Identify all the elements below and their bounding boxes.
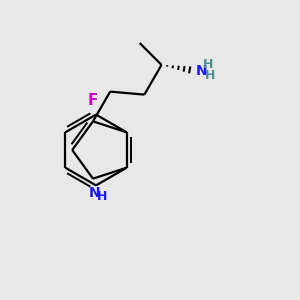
Text: H: H — [205, 69, 215, 82]
Text: F: F — [88, 93, 98, 108]
Text: N: N — [196, 64, 208, 78]
Text: H: H — [97, 190, 107, 203]
Text: H: H — [203, 58, 214, 71]
Text: N: N — [89, 186, 100, 200]
